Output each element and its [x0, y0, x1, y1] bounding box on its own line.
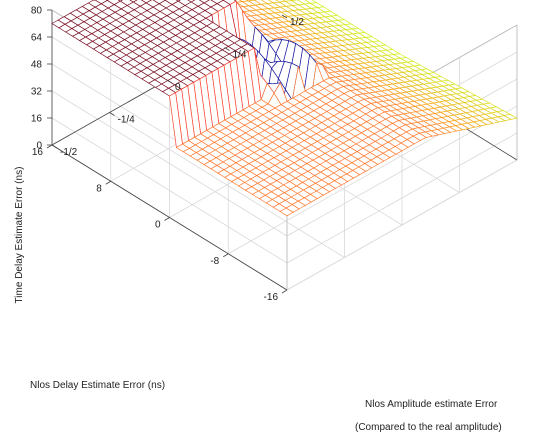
x-tick-label: -1/2 [60, 147, 78, 158]
z-tick-label: 32 [31, 87, 43, 98]
z-tick-label: 80 [31, 6, 43, 17]
surface-mesh [51, 0, 519, 217]
x-tick-mark [109, 112, 115, 116]
z-tick-label: 64 [31, 33, 43, 44]
y-tick-label: 0 [155, 220, 161, 231]
z-axis-label: Time Delay Estimate Error (ns) [14, 167, 25, 304]
y-tick-mark [105, 180, 111, 185]
y-tick-mark [281, 289, 288, 294]
x-tick-mark [224, 47, 230, 51]
x-tick-label: -1/4 [118, 115, 136, 126]
z-tick-label: 48 [31, 60, 43, 71]
y-tick-label: 8 [96, 183, 102, 194]
y-tick-mark [164, 217, 170, 221]
x-tick-label: 1/2 [290, 17, 304, 28]
x-tick-mark [51, 144, 58, 149]
x-tick-mark [281, 14, 288, 19]
z-tick-label: 16 [31, 114, 43, 125]
x-axis-label: Nlos Amplitude estimate Error [365, 399, 498, 410]
y-tick-mark [46, 144, 53, 149]
x-tick-label: 0 [175, 82, 181, 93]
x-tick-label: 1/4 [233, 50, 247, 61]
y-tick-label: -16 [264, 292, 279, 303]
y-tick-mark [223, 253, 229, 258]
x-tick-mark [166, 79, 173, 84]
y-tick-label: 16 [32, 147, 44, 158]
grid-line-y [286, 159, 518, 291]
x-axis-label-line2: (Compared to the real amplitude) [355, 422, 502, 433]
y-tick-label: -8 [210, 256, 219, 267]
z-tick-label: 0 [36, 141, 42, 152]
surface-cell [279, 207, 294, 217]
grid-line-y [228, 123, 459, 255]
y-axis-label: Nlos Delay Estimate Error (ns) [30, 380, 165, 391]
